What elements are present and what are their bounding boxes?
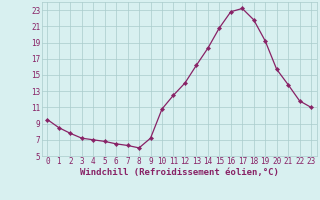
X-axis label: Windchill (Refroidissement éolien,°C): Windchill (Refroidissement éolien,°C): [80, 168, 279, 177]
